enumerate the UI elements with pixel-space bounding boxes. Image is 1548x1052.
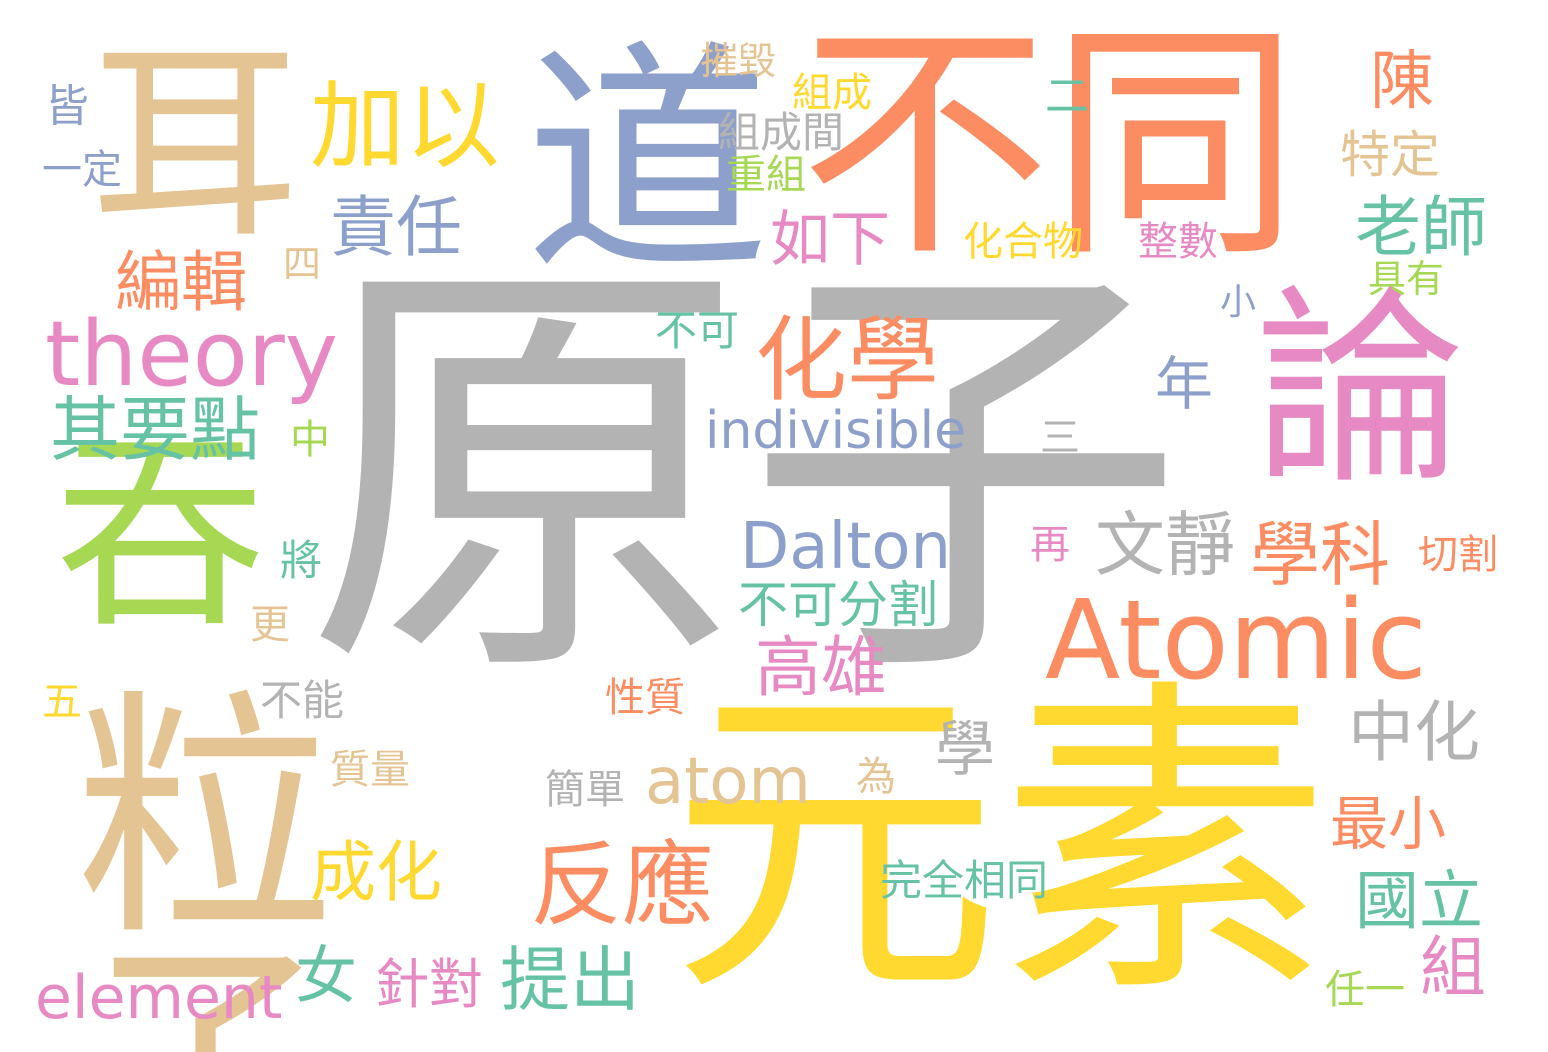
word-chen: 陳 bbox=[1370, 45, 1434, 119]
word-wu: 五 bbox=[42, 679, 82, 725]
word-buke: 不可 bbox=[655, 306, 740, 355]
word-xingzhi: 性質 bbox=[605, 675, 685, 721]
word-juyou: 具有 bbox=[1368, 257, 1445, 301]
word-teding: 特定 bbox=[1340, 126, 1440, 184]
word-tichu: 提出 bbox=[500, 939, 640, 1021]
word-yiding: 一定 bbox=[42, 147, 122, 193]
word-jie: 皆 bbox=[45, 81, 89, 132]
word-jiang: 將 bbox=[280, 536, 323, 585]
word-zai: 再 bbox=[1030, 522, 1070, 568]
word-nv: 女 bbox=[295, 939, 358, 1012]
word-huahewu: 化合物 bbox=[963, 219, 1083, 265]
word-zhengshu: 整數 bbox=[1138, 219, 1218, 265]
word-lun: 論 bbox=[1255, 267, 1466, 512]
word-dao: 道 bbox=[525, 20, 770, 305]
word-huaxue: 化學 bbox=[755, 307, 940, 414]
word-cuihui: 摧毀 bbox=[700, 39, 777, 83]
word-zu: 組 bbox=[1420, 929, 1486, 1006]
word-qiege: 切割 bbox=[1418, 532, 1498, 578]
word-nian: 年 bbox=[1155, 350, 1214, 418]
word-zeren: 責任 bbox=[330, 189, 462, 266]
word-yuanzi: 原子 bbox=[305, 219, 1185, 731]
word-er-two: 二 bbox=[1045, 71, 1089, 122]
word-zhendui: 針對 bbox=[375, 953, 483, 1016]
word-jiandan: 簡單 bbox=[545, 767, 625, 813]
word-wenjing: 文靜 bbox=[1095, 504, 1235, 586]
word-xiao: 小 bbox=[1220, 282, 1257, 323]
word-bianji: 編輯 bbox=[115, 244, 247, 321]
word-zucheng: 組成 bbox=[792, 70, 872, 116]
word-gaoxiong: 高雄 bbox=[755, 629, 887, 706]
word-atom: atom bbox=[645, 745, 811, 819]
word-wanquanxiangtong: 完全相同 bbox=[880, 856, 1049, 905]
word-zuixiao: 最小 bbox=[1330, 790, 1447, 858]
word-laoshi: 老師 bbox=[1355, 189, 1487, 266]
word-jiayi: 加以 bbox=[310, 72, 501, 182]
word-fanying: 反應 bbox=[530, 832, 715, 939]
word-dalton: Dalton bbox=[740, 510, 952, 584]
word-yuansu: 元素 bbox=[670, 653, 1330, 1037]
word-lizi: 粒子 bbox=[29, 680, 331, 1052]
word-wei: 為 bbox=[856, 754, 896, 800]
word-er: 耳 bbox=[90, 22, 301, 267]
word-element: element bbox=[35, 963, 283, 1033]
word-tun: 吞 bbox=[55, 412, 266, 657]
word-xue: 學 bbox=[935, 715, 995, 785]
word-qiyaodian: 其要點 bbox=[50, 389, 260, 471]
word-geng: 更 bbox=[250, 602, 290, 648]
word-buneng: 不能 bbox=[260, 676, 345, 725]
word-bukefenge: 不可分割 bbox=[738, 576, 938, 634]
word-indivisible: indivisible bbox=[705, 401, 967, 461]
word-san: 三 bbox=[1040, 415, 1080, 461]
word-zhiliang: 質量 bbox=[330, 747, 410, 793]
word-zhonghua: 中化 bbox=[1348, 694, 1480, 771]
word-butong: 不同 bbox=[800, 0, 1300, 290]
word-zuchengjian: 組成間 bbox=[718, 108, 845, 157]
word-si: 四 bbox=[283, 242, 322, 286]
word-atomic: Atomic bbox=[1045, 576, 1427, 704]
word-renyi: 任一 bbox=[1325, 967, 1405, 1013]
word-guoli: 國立 bbox=[1355, 865, 1483, 939]
word-chenghua: 成化 bbox=[310, 834, 442, 911]
word-theory: theory bbox=[45, 302, 339, 407]
word-chongzu: 重組 bbox=[726, 152, 806, 198]
word-ruxia: 如下 bbox=[770, 205, 890, 275]
word-zhong: 中 bbox=[290, 417, 330, 463]
word-xueke: 學科 bbox=[1250, 514, 1390, 596]
